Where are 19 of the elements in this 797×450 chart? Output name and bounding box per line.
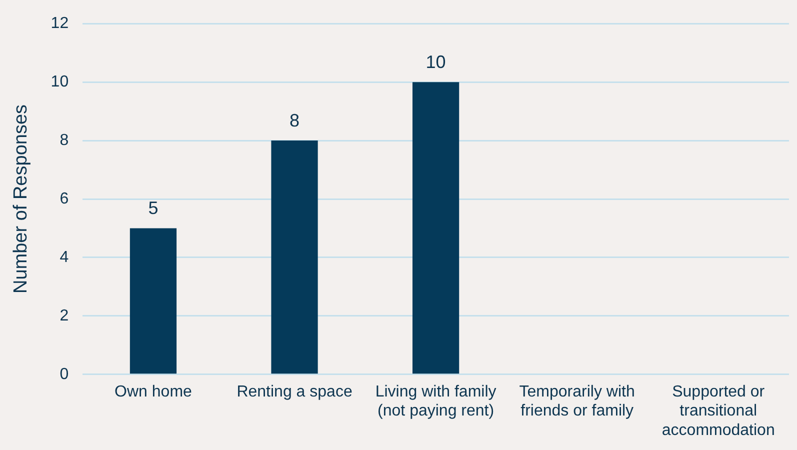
data-label: 5 bbox=[148, 198, 158, 218]
y-tick-label: 0 bbox=[60, 366, 69, 383]
y-tick-label: 12 bbox=[50, 15, 69, 32]
bar bbox=[271, 140, 318, 374]
y-axis-title: Number of Responses bbox=[10, 104, 32, 294]
x-tick-label: Renting a space bbox=[236, 383, 352, 400]
y-tick-label: 10 bbox=[50, 73, 69, 90]
x-tick-label: Supported or transitional accommodation bbox=[662, 383, 775, 439]
y-tick-label: 4 bbox=[60, 248, 69, 266]
data-label: 8 bbox=[290, 110, 300, 130]
y-tick-label: 6 bbox=[60, 190, 69, 208]
bar bbox=[130, 228, 177, 374]
y-tick-label: 8 bbox=[60, 132, 69, 149]
y-tick-label: 2 bbox=[60, 307, 69, 324]
bar bbox=[412, 82, 460, 374]
x-tick-label: Own home bbox=[114, 383, 192, 400]
x-tick-label: Living with family (not paying rent) bbox=[375, 383, 496, 420]
data-label: 10 bbox=[426, 52, 446, 72]
x-tick-label: Temporarily with friends or family bbox=[519, 383, 635, 420]
